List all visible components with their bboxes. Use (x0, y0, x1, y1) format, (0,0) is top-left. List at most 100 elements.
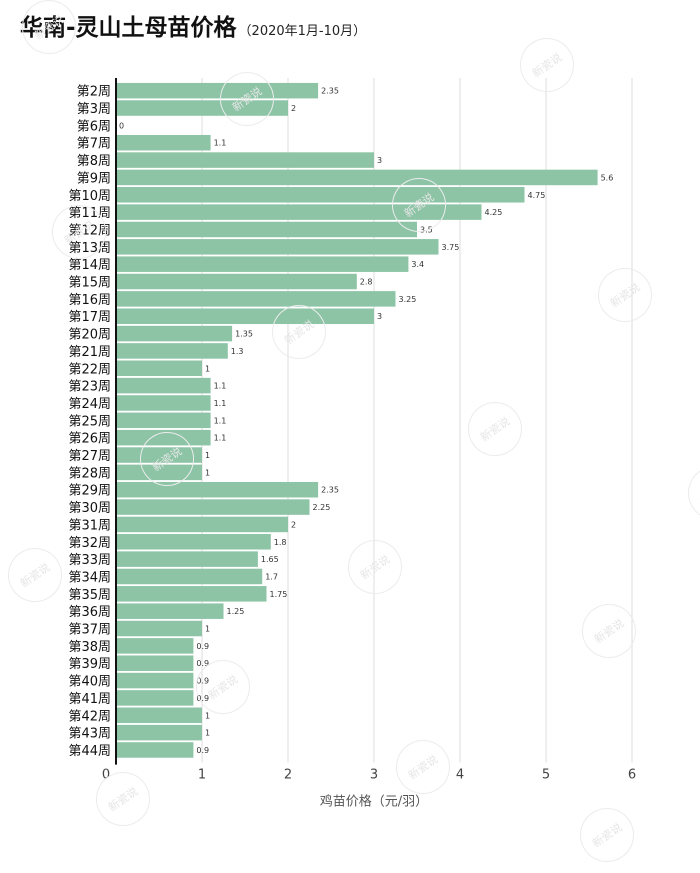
data-label: 1.1 (214, 382, 227, 391)
bar (116, 499, 310, 515)
category-label: 第12周 (68, 223, 111, 238)
bar (116, 291, 396, 307)
category-label: 第40周 (68, 675, 111, 690)
bar (116, 638, 194, 654)
data-label: 3.5 (420, 225, 433, 234)
data-label: 3.4 (411, 260, 424, 269)
bar (116, 134, 211, 151)
bar (116, 187, 525, 203)
bar (116, 655, 194, 671)
x-tick-label: 5 (542, 768, 550, 783)
category-label: 第10周 (68, 189, 111, 204)
bar (116, 343, 228, 359)
category-label: 第41周 (68, 692, 111, 707)
x-tick-label: 1 (198, 768, 206, 783)
bar (116, 603, 224, 619)
chart-header: 华南-灵山土母苗价格 （2020年1月-10月） (20, 8, 366, 41)
category-label: 第30周 (68, 501, 111, 516)
bar (116, 377, 211, 394)
bar (116, 672, 194, 689)
data-label: 1.1 (214, 416, 227, 425)
x-tick-label: 3 (370, 768, 378, 783)
bar (116, 707, 202, 724)
bar (116, 620, 202, 637)
data-label: 2 (291, 104, 296, 113)
data-label: 1.1 (214, 139, 227, 148)
data-label: 1 (205, 451, 210, 460)
data-label: 4.75 (528, 191, 546, 200)
data-label: 3.25 (399, 295, 417, 304)
data-label: 0.9 (196, 642, 209, 651)
category-label: 第29周 (68, 484, 111, 499)
bar (116, 534, 271, 550)
data-label: 1.1 (214, 434, 227, 443)
bar (116, 256, 409, 272)
category-label: 第28周 (68, 466, 111, 481)
category-label: 第13周 (68, 241, 111, 256)
category-label: 第21周 (68, 345, 111, 360)
data-label: 1 (205, 711, 210, 720)
category-label: 第16周 (68, 293, 111, 308)
category-label: 第34周 (68, 570, 111, 585)
category-label: 第15周 (68, 276, 111, 291)
bar (116, 690, 194, 706)
bar (116, 169, 598, 186)
category-label: 第20周 (68, 328, 111, 343)
data-label: 1.75 (270, 590, 288, 599)
data-label: 0.9 (196, 659, 209, 668)
data-label: 0 (119, 121, 124, 130)
data-label: 1 (205, 625, 210, 634)
bar-chart: 2.35 第2周 2 第3周 0 第6周 1.1 第7周 3 第8周 5.6 第9周 4.75 第10周 4… (68, 78, 636, 810)
data-label: 0.9 (196, 677, 209, 686)
category-label: 第42周 (68, 709, 111, 724)
category-label: 第35周 (68, 588, 111, 603)
bar (116, 551, 258, 567)
data-label: 2 (291, 520, 296, 529)
bar (116, 360, 202, 377)
bar (116, 308, 374, 324)
bar (116, 742, 194, 758)
x-tick-label: 4 (456, 768, 464, 783)
category-label: 第25周 (68, 414, 111, 429)
category-label: 第23周 (68, 380, 111, 395)
data-label: 0.9 (196, 694, 209, 703)
data-label: 1.65 (261, 555, 279, 564)
bar (116, 481, 319, 498)
category-label: 第37周 (68, 623, 111, 638)
data-label: 1.25 (227, 607, 245, 616)
category-label: 第39周 (68, 657, 111, 672)
data-label: 1.7 (265, 572, 278, 581)
x-tick-label: 2 (284, 768, 292, 783)
data-label: 1.8 (274, 538, 287, 547)
bar (116, 82, 319, 99)
bar (116, 516, 288, 533)
bar (116, 204, 482, 220)
category-label: 第9周 (77, 171, 111, 186)
category-label: 第27周 (68, 449, 111, 464)
data-label: 2.8 (360, 278, 373, 287)
data-label: 5.6 (601, 173, 614, 182)
bar (116, 100, 288, 116)
bar (116, 568, 263, 585)
category-label: 第26周 (68, 432, 111, 447)
data-label: 1.1 (214, 399, 227, 408)
category-label: 第44周 (68, 744, 111, 759)
category-label: 第32周 (68, 536, 111, 551)
x-tick-label: 0 (102, 768, 110, 783)
data-label: 3 (377, 312, 382, 321)
bar (116, 273, 357, 290)
category-label: 第2周 (77, 85, 111, 100)
category-label: 第24周 (68, 397, 111, 412)
x-tick-label: 6 (628, 768, 636, 783)
bar (116, 152, 374, 168)
data-label: 1 (205, 364, 210, 373)
category-label: 第8周 (77, 154, 111, 169)
bar (116, 586, 267, 602)
data-label: 1 (205, 729, 210, 738)
bar (116, 464, 202, 481)
category-label: 第31周 (68, 518, 111, 533)
data-label: 2.35 (321, 486, 339, 495)
data-label: 1.3 (231, 347, 244, 356)
bar (116, 325, 233, 342)
category-label: 第38周 (68, 640, 111, 655)
